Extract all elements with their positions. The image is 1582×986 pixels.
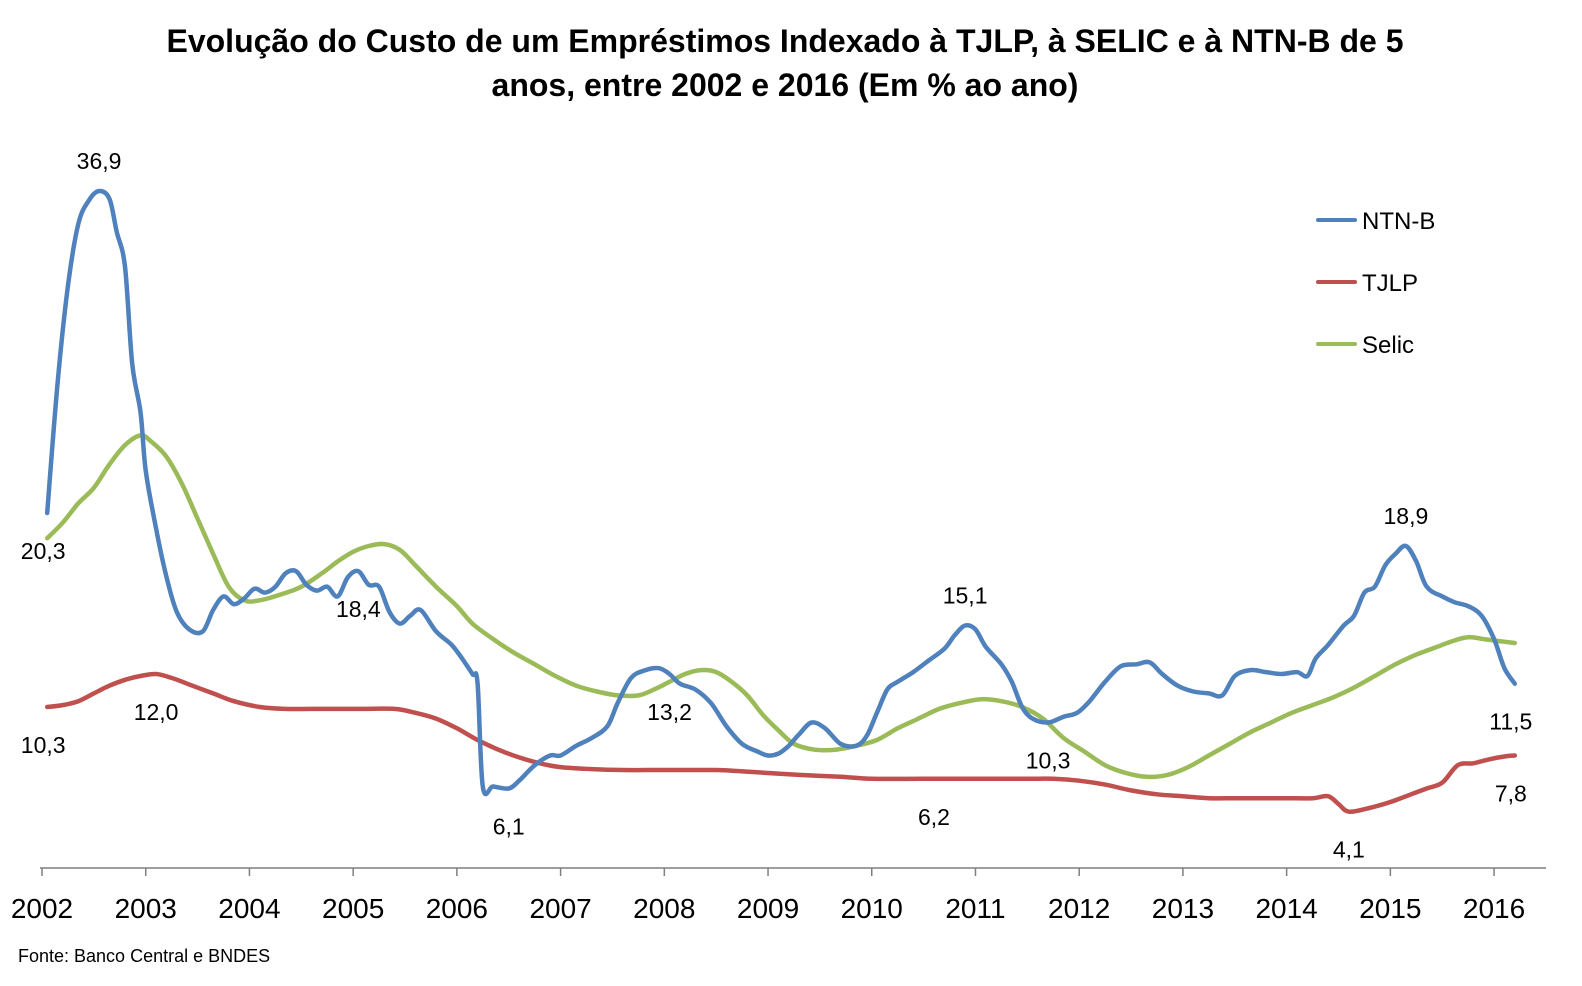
- x-tick-label: 2014: [1255, 893, 1317, 924]
- data-label: 20,3: [21, 538, 66, 564]
- data-label: 4,1: [1333, 837, 1365, 863]
- legend-label-tjlp: TJLP: [1362, 270, 1418, 297]
- chart-title-line-2: anos, entre 2002 e 2016 (Em % ao ano): [492, 67, 1079, 103]
- data-label: 12,0: [134, 699, 179, 725]
- data-label: 6,1: [493, 813, 525, 839]
- x-tick-label: 2003: [115, 893, 177, 924]
- x-tick-label: 2006: [426, 893, 488, 924]
- x-axis: 2002 2003 2004 2005 2006 2007 2008 2009 2010 2011…: [11, 867, 1546, 924]
- source-note: Fonte: Banco Central e BNDES: [18, 946, 270, 966]
- data-label: 10,3: [1026, 748, 1071, 774]
- legend: NTN-B TJLP Selic: [1316, 208, 1435, 359]
- x-tick-label: 2013: [1152, 893, 1214, 924]
- legend-label-selic: Selic: [1362, 332, 1414, 359]
- x-tick-label: 2004: [218, 893, 280, 924]
- series-line-selic: [44, 433, 1518, 780]
- legend-label-ntnb: NTN-B: [1362, 208, 1435, 235]
- x-tick-label: 2010: [841, 893, 903, 924]
- data-label: 15,1: [943, 583, 988, 609]
- x-tick-label: 2015: [1359, 893, 1421, 924]
- x-tick-label: 2016: [1463, 893, 1525, 924]
- series-line-ntnb: [44, 188, 1518, 797]
- data-labels: 36,9 20,3 12,0 10,3 18,4 6,1 13,2 15,1 6,2 10,3 18…: [21, 148, 1533, 863]
- data-label: 10,3: [21, 732, 66, 758]
- data-label: 7,8: [1495, 780, 1527, 806]
- data-label: 11,5: [1489, 709, 1532, 735]
- data-label: 6,2: [918, 804, 950, 830]
- x-tick-label: 2005: [322, 893, 384, 924]
- x-tick-label: 2007: [529, 893, 591, 924]
- series-line-tjlp: [44, 671, 1518, 815]
- x-tick-label: 2002: [11, 893, 73, 924]
- chart-title-line-1: Evolução do Custo de um Empréstimos Inde…: [166, 23, 1403, 59]
- x-tick-label: 2012: [1048, 893, 1110, 924]
- data-label: 36,9: [77, 148, 122, 174]
- data-label: 13,2: [647, 699, 692, 725]
- data-label: 18,4: [336, 596, 381, 622]
- data-label: 18,9: [1384, 503, 1429, 529]
- x-tick-label: 2011: [945, 893, 1005, 924]
- plot-area: [44, 188, 1518, 815]
- x-tick-label: 2009: [737, 893, 799, 924]
- x-tick-label: 2008: [633, 893, 695, 924]
